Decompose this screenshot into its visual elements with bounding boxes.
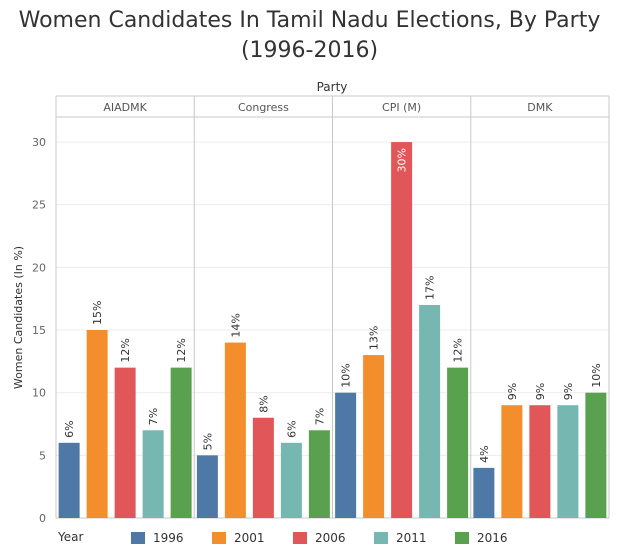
y-tick-label-6: 30	[32, 136, 46, 149]
data-label-1-4: 7%	[313, 408, 326, 425]
legend-label: 2011	[396, 531, 427, 545]
legend-swatch	[212, 532, 226, 544]
legend: Year 1996 2001 2006 2011 2016	[0, 526, 619, 550]
bar-2-2	[391, 142, 413, 518]
bar-3-3	[557, 405, 579, 518]
bar-1-0	[196, 455, 218, 518]
panel-label-1: Congress	[238, 101, 289, 114]
data-label-3-1: 9%	[506, 383, 519, 400]
data-label-2-4: 12%	[452, 338, 465, 362]
bar-0-0	[58, 442, 80, 518]
y-tick-label-2: 10	[32, 387, 46, 400]
chart-title-line-1: Women Candidates In Tamil Nadu Elections…	[18, 8, 601, 33]
data-label-2-3: 17%	[424, 276, 437, 300]
facet-label: Party	[317, 80, 348, 94]
legend-swatch	[293, 532, 307, 544]
data-label-0-1: 15%	[91, 301, 104, 325]
data-label-1-1: 14%	[229, 313, 242, 337]
chart-title: Women Candidates In Tamil Nadu Elections…	[0, 6, 619, 66]
bar-0-3	[142, 430, 164, 518]
bar-3-0	[473, 467, 495, 518]
panel-label-3: DMK	[527, 101, 553, 114]
legend-label: 2016	[477, 531, 508, 545]
bar-1-1	[224, 342, 246, 518]
legend-label: 2001	[234, 531, 265, 545]
bar-3-4	[585, 392, 607, 518]
data-label-0-2: 12%	[119, 338, 132, 362]
y-tick-label-1: 5	[39, 449, 46, 462]
y-tick-label-5: 25	[32, 199, 46, 212]
data-label-2-2: 30%	[396, 148, 409, 172]
legend-swatch	[455, 532, 469, 544]
panel-label-0: AIADMK	[103, 101, 147, 114]
y-tick-label-0: 0	[39, 512, 46, 525]
data-label-0-0: 6%	[63, 420, 76, 437]
bar-2-1	[363, 355, 385, 518]
bar-2-0	[335, 392, 357, 518]
bar-1-3	[280, 442, 302, 518]
y-tick-label-4: 20	[32, 261, 46, 274]
bar-1-4	[308, 430, 330, 518]
data-label-3-3: 9%	[562, 383, 575, 400]
bar-1-2	[252, 417, 274, 518]
bar-3-1	[501, 405, 523, 518]
data-label-1-3: 6%	[285, 420, 298, 437]
legend-swatch	[374, 532, 388, 544]
bar-2-3	[419, 304, 441, 518]
data-label-0-4: 12%	[175, 338, 188, 362]
bar-2-4	[447, 367, 469, 518]
bar-3-2	[529, 405, 551, 518]
data-label-2-0: 10%	[340, 363, 353, 387]
bar-0-2	[114, 367, 136, 518]
data-label-1-2: 8%	[257, 395, 270, 412]
data-label-3-4: 10%	[590, 363, 603, 387]
y-tick-label-3: 15	[32, 324, 46, 337]
data-label-1-0: 5%	[201, 433, 214, 450]
bar-0-4	[170, 367, 192, 518]
data-label-0-3: 7%	[147, 408, 160, 425]
chart-title-line-2: (1996-2016)	[240, 38, 379, 63]
data-label-3-0: 4%	[478, 445, 491, 462]
y-axis-title: Women Candidates (In %)	[12, 246, 25, 389]
legend-title: Year	[58, 530, 84, 544]
legend-label: 1996	[153, 531, 184, 545]
data-label-2-1: 13%	[368, 326, 381, 350]
panel-label-2: CPI (M)	[382, 101, 421, 114]
legend-swatch	[131, 532, 145, 544]
data-label-3-2: 9%	[534, 383, 547, 400]
bar-0-1	[86, 330, 108, 518]
legend-label: 2006	[315, 531, 346, 545]
